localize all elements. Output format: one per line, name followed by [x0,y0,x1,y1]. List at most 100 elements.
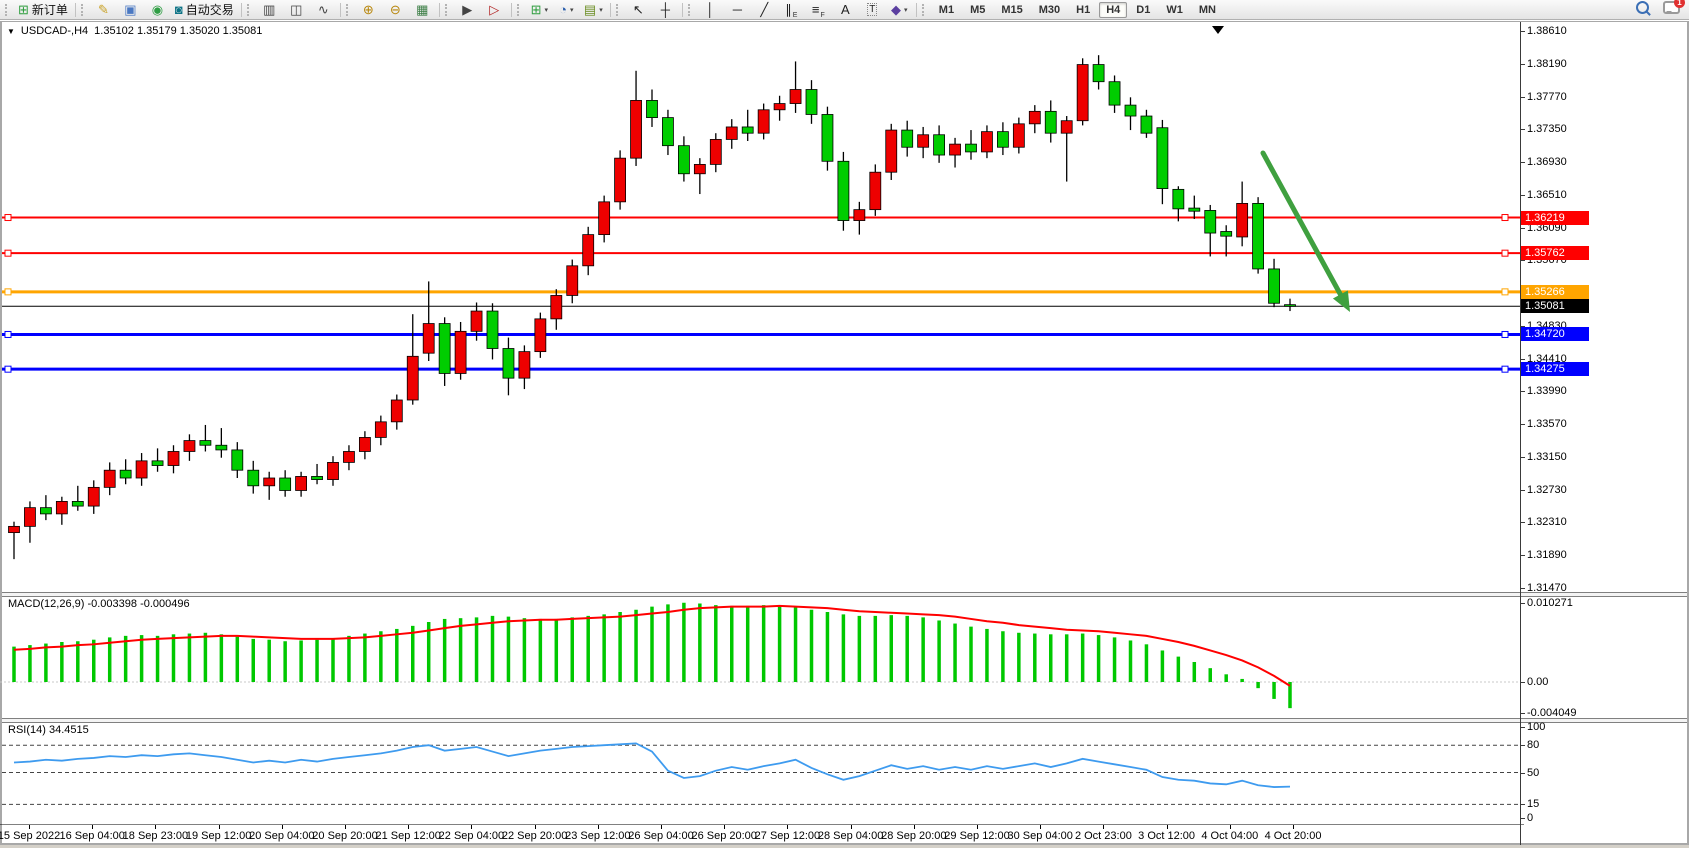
candle-body [582,234,595,267]
candle-body [263,477,276,487]
panel-separator-rsi[interactable] [2,718,1687,723]
search-icon[interactable] [1636,1,1649,14]
timeframe-button-m1[interactable]: M1 [938,3,955,16]
toolbar-separator [609,2,611,17]
chart-shift-marker [1212,26,1224,34]
candlestick-chart-button[interactable]: ◫ [284,0,309,20]
toolbar-grip [80,3,86,16]
zoom-in-button[interactable]: ⊕ [356,0,381,20]
text-label-button[interactable]: T [860,0,885,20]
price-line-badge: 1.34275 [1521,362,1589,377]
time-axis-label: 20 Sep 04:00 [249,830,315,842]
macd-panel[interactable] [0,595,1689,718]
tile-windows-button[interactable]: ▦ [410,0,435,20]
crosshair-button[interactable]: ┼ [653,0,678,20]
line-handle[interactable] [1501,249,1509,257]
timeframe-button-h1[interactable]: H1 [1076,3,1091,16]
candle-body [1012,123,1025,148]
time-axis-tick [92,825,94,829]
price-axis-label: 1.32730 [1527,483,1567,496]
arrows-button[interactable]: ◆ ▾ [887,0,912,20]
timeframe-button-m15[interactable]: M15 [1001,3,1023,16]
indicators-button[interactable]: ⊞ ▾ [527,0,552,20]
text-icon: A [840,1,850,17]
main-price-chart[interactable] [0,22,1689,592]
timeframe-button-mn[interactable]: MN [1198,3,1216,16]
line-chart-button[interactable]: ∿ [311,0,336,20]
price-axis-tick [1520,96,1525,98]
cursor-button[interactable]: ↖ [626,0,651,20]
timeframe-button-w1[interactable]: W1 [1166,3,1183,16]
fibonacci-button[interactable]: ≡ F [806,0,831,20]
line-handle[interactable] [4,249,12,257]
time-axis-label: 22 Sep 04:00 [438,830,505,842]
time-axis-label: 28 Sep 04:00 [817,830,884,842]
chat-button[interactable]: 1 [1663,0,1685,14]
candle-body [550,295,563,320]
candle [390,394,403,430]
cursor-icon: ↖ [632,1,644,17]
candle [486,303,499,360]
window-bottom-edge [0,845,1689,848]
rsi-axis-tick [1520,727,1525,728]
vertical-line-button[interactable]: │ [698,0,723,20]
candle [805,80,818,124]
line-handle[interactable] [1501,214,1509,222]
macd-axis-label: 0.010271 [1527,597,1573,609]
rsi-panel[interactable] [0,721,1689,825]
collapse-chart-icon[interactable]: ▼ [7,26,15,36]
candle [709,133,722,173]
price-axis-label: 1.32310 [1527,516,1567,529]
line-handle[interactable] [1501,330,1509,338]
zoom-out-button[interactable]: ⊖ [383,0,408,20]
timeframe-button-d1[interactable]: D1 [1136,3,1151,16]
chart-window[interactable] [0,21,1689,845]
price-axis-tick [1520,129,1525,131]
candle-body [869,171,882,211]
price-axis-tick [1520,588,1525,589]
candle-body [183,440,196,452]
chart-shift-button[interactable]: ▷ [482,0,507,20]
candle [965,130,977,160]
candle [1108,75,1121,113]
line-handle[interactable] [4,214,12,222]
timeframe-button-m5[interactable]: M5 [970,3,986,16]
candle-body [87,486,100,507]
candle-body [853,209,866,221]
templates-button[interactable]: ▤ ▾ [581,0,606,20]
candle [1044,100,1057,143]
metaeditor-button[interactable]: ✎ [91,0,116,20]
horizontal-line-button[interactable]: ─ [725,0,750,20]
candle-body [534,318,547,353]
trend-arrow-object[interactable] [1260,150,1348,305]
candle-body [1188,207,1201,212]
signals-button[interactable]: ◉ [145,0,170,20]
channel-button[interactable]: ∥ E [779,0,804,20]
timeframe-button-h4[interactable]: H4 [1099,1,1128,18]
new-order-button[interactable]: ⊞ 新订单 [15,0,71,20]
candle [869,164,882,216]
trendline-button[interactable]: ╱ [752,0,777,20]
line-handle[interactable] [1501,288,1509,296]
price-axis-tick [1520,456,1525,458]
line-handle[interactable] [4,365,12,373]
candle [518,345,531,390]
candle [1060,116,1073,182]
text-button[interactable]: A [833,0,858,20]
candle [1076,58,1089,126]
line-handle[interactable] [4,330,12,338]
time-axis-label: 28 Sep 20:00 [881,830,947,842]
candle-body [662,117,674,147]
autotrading-button[interactable]: ◙ 自动交易 [172,0,237,20]
bar-chart-button[interactable]: ▥ [257,0,282,20]
candle-body [630,100,642,159]
line-handle[interactable] [4,288,12,296]
timeframe-button-m30[interactable]: M30 [1038,3,1061,16]
periods-button[interactable]: ◔ ▾ [554,0,579,20]
line-handle[interactable] [1501,365,1509,373]
candle-body [837,160,850,221]
auto-scroll-button[interactable]: ▶ [455,0,480,20]
candle-body [981,131,993,153]
panel-separator-macd[interactable] [2,592,1687,597]
profile-button[interactable]: ▣ [118,0,143,20]
